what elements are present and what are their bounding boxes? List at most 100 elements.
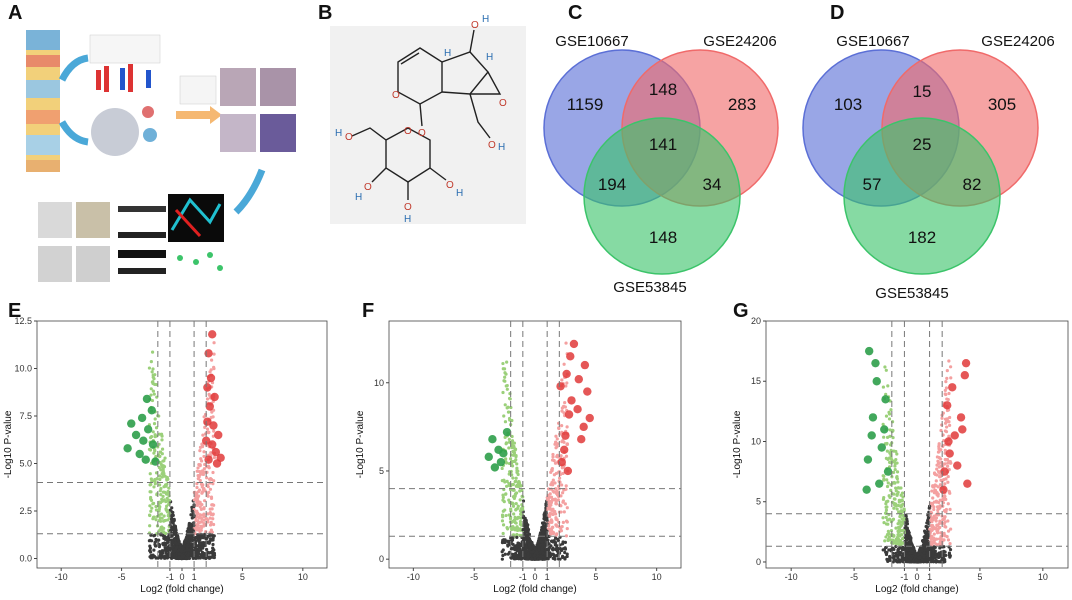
scatter-point [924,534,928,539]
scatter-point [209,496,214,501]
scatter-point [205,397,210,401]
scatter-point [205,493,210,497]
scatter-point [931,554,935,558]
scatter-point [192,538,197,542]
scatter-point [946,538,951,542]
scatter-point [894,554,899,558]
scatter-point [201,536,205,540]
significant-down-point [863,455,873,464]
plot-frame [36,320,328,569]
scatter-point [945,464,950,468]
scatter-point [170,513,174,517]
scatter-point [170,540,174,544]
scatter-point [932,507,936,512]
scatter-point [165,510,170,514]
scatter-point [931,557,935,561]
scatter-point [931,496,935,500]
scatter-point [514,502,518,506]
scatter-point [199,507,203,511]
scatter-point [884,502,888,506]
scatter-point [925,547,929,551]
scatter-point [941,497,945,501]
scatter-point [170,553,174,557]
y-tick-label: 10 [751,436,761,446]
scatter-point [190,529,195,534]
scatter-point [147,366,152,370]
scatter-point [204,537,208,541]
scatter-point [895,507,899,511]
scatter-point [208,507,212,511]
heatmap-thumbnail [26,30,60,172]
scatter-point [907,559,911,563]
venn-set-label: GSE10667 [555,33,628,50]
scatter-point [935,467,939,471]
significant-up-point [203,383,212,392]
venn-count-only-a: 103 [834,95,862,114]
scatter-point [909,548,913,553]
scatter-point [887,410,891,414]
scatter-point [888,554,892,559]
scatter-point [195,485,199,490]
y-tick-label: 2.5 [19,506,32,516]
scatter-point [198,464,202,468]
scatter-point [196,515,200,519]
scatter-point [163,541,167,545]
scatter-point [196,466,200,470]
scatter-point [158,528,162,532]
scatter-point [936,494,940,498]
scatter-point [212,456,216,460]
scatter-point [937,443,941,447]
scatter-point [948,542,952,546]
scatter-point [149,498,154,503]
scatter-point [159,486,163,491]
y-tick-label: 7.5 [19,411,32,421]
scatter-point [169,528,173,532]
x-tick-label: 10 [1038,572,1048,582]
significant-down-point [864,346,874,356]
scatter-point [563,405,567,409]
scatter-point [184,535,189,539]
scatter-point [895,461,899,465]
scatter-point [899,528,903,533]
scatter-point [915,559,919,563]
venn-count-only-c: 182 [908,228,936,247]
scatter-point [212,534,216,538]
scatter-point [154,504,158,509]
scatter-point [150,554,155,558]
scatter-point [198,556,202,560]
scatter-point [194,544,199,548]
scatter-point [195,503,199,508]
significant-up-point [216,453,225,462]
significant-down-point [143,425,153,434]
scatter-point [158,454,162,459]
venn-count-only-c: 148 [649,228,677,247]
scatter-point [150,479,154,483]
significant-down-point [131,430,141,440]
molecule-background [330,26,526,224]
scatter-point [148,513,152,517]
significant-up-point [944,437,953,446]
scatter-point [905,537,909,542]
scatter-point [201,472,205,477]
panel-label-e: E [8,300,22,322]
scatter-point [160,516,164,520]
y-tick-label: 5 [756,497,761,507]
scatter-point [946,474,950,479]
scatter-point [212,503,216,507]
scatter-point [212,551,217,555]
scatter-point [887,548,891,552]
scatter-point [148,550,153,554]
scatter-point [211,517,215,521]
scatter-point [152,485,156,489]
arrow-icon [176,106,222,124]
scatter-point [926,518,930,523]
scatter-point [198,505,202,509]
scatter-point [936,511,940,515]
scatter-point [899,533,903,537]
scatter-point [190,509,195,513]
scatter-point [192,498,197,502]
scatter-point [151,367,155,371]
scatter-point [888,460,892,464]
significant-up-point [209,421,218,430]
